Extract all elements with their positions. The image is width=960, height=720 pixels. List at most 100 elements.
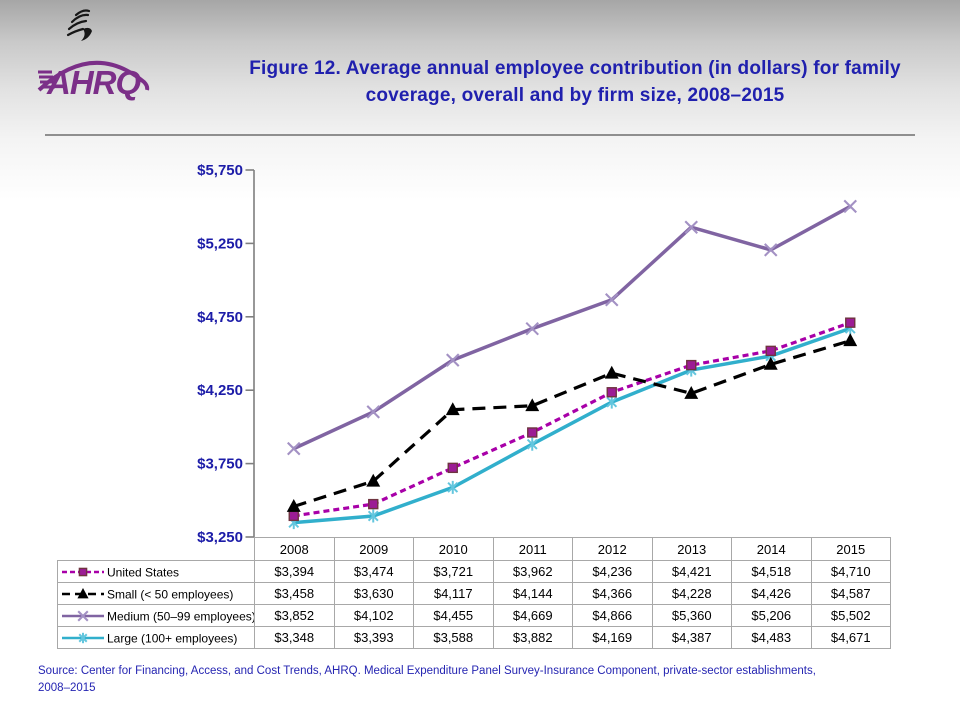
square-marker — [845, 317, 856, 328]
value-cell: $3,348 — [254, 626, 335, 649]
asterisk-marker — [447, 480, 459, 494]
y-tick-label: $5,250 — [197, 235, 243, 252]
legend-cell: Large (100+ employees) — [57, 626, 255, 649]
value-cell: $3,962 — [492, 560, 573, 583]
header-band — [0, 0, 960, 200]
value-cell: $3,393 — [333, 626, 414, 649]
year-header-cell: 2014 — [731, 537, 812, 561]
value-cell: $4,669 — [492, 604, 573, 627]
table-row: Small (< 50 employees) $3,458 $3,630 $4,117… — [57, 582, 891, 605]
series-large-100-employees — [288, 321, 856, 530]
y-axis: $5,750$5,250$4,750$4,250$3,750$3,250 — [197, 162, 255, 546]
legend-key-small-50-employees — [62, 588, 104, 599]
asterisk-marker — [288, 516, 300, 530]
asterisk-marker — [685, 363, 697, 377]
asterisk-marker — [78, 633, 88, 644]
series-medium-50-99-employees — [287, 199, 857, 456]
value-cell: $3,721 — [413, 560, 494, 583]
value-cell: $4,117 — [413, 582, 494, 605]
value-cell: $4,236 — [572, 560, 653, 583]
year-header-cell: 2013 — [651, 537, 732, 561]
table-row: United States $3,394 $3,474 $3,721 $3,962 $4,… — [57, 560, 891, 583]
value-cell: $3,882 — [492, 626, 573, 649]
value-cell: $4,671 — [810, 626, 891, 649]
triangle-marker — [286, 499, 301, 512]
triangle-marker — [684, 385, 699, 399]
square-marker — [288, 510, 299, 522]
value-cell: $4,366 — [572, 582, 653, 605]
header-divider — [45, 134, 915, 136]
figure-title: Figure 12. Average annual employee contr… — [249, 58, 901, 106]
square-marker — [368, 498, 379, 510]
square-marker — [686, 359, 697, 371]
x-marker — [605, 293, 619, 307]
square-marker — [527, 427, 538, 438]
x-marker — [366, 405, 380, 419]
triangle-marker — [604, 365, 619, 379]
year-header-cell: 2008 — [254, 537, 335, 561]
value-cell: $4,518 — [731, 560, 812, 583]
value-cell: $4,144 — [492, 582, 573, 605]
triangle-marker — [445, 402, 460, 416]
value-cell: $3,458 — [254, 582, 335, 605]
square-marker — [78, 567, 88, 577]
legend-cell: Small (< 50 employees) — [57, 582, 255, 605]
value-cell: $3,394 — [254, 560, 335, 583]
legend-cell: Medium (50–99 employees) — [57, 604, 255, 627]
triangle-marker — [763, 356, 778, 370]
year-header-cell: 2015 — [810, 537, 891, 561]
year-header-cell: 2010 — [413, 537, 494, 561]
triangle-marker — [366, 473, 381, 487]
legend-label: Small (< 50 employees) — [107, 587, 234, 602]
table-corner — [57, 537, 255, 561]
asterisk-marker — [367, 509, 379, 523]
x-marker — [446, 353, 460, 367]
value-cell: $3,474 — [333, 560, 414, 583]
x-marker — [843, 199, 857, 214]
x-marker — [287, 441, 301, 456]
value-cell: $4,710 — [810, 560, 891, 583]
legend-label: Medium (50–99 employees) — [107, 609, 255, 624]
data-table: 2008 2009 2010 2011 2012 2013 2014 2015 United S… — [57, 537, 891, 649]
square-marker — [447, 462, 458, 474]
x-marker — [77, 610, 89, 622]
table-row: Large (100+ employees) $3,348 $3,393 $3,588… — [57, 626, 891, 649]
value-cell: $4,587 — [810, 582, 891, 605]
square-marker — [765, 345, 776, 357]
year-header-cell: 2011 — [492, 537, 573, 561]
x-marker — [764, 243, 778, 257]
legend-label: Large (100+ employees) — [107, 631, 238, 646]
hhs-eagle-icon — [66, 9, 92, 41]
value-cell: $4,426 — [731, 582, 812, 605]
triangle-marker — [525, 398, 540, 412]
asterisk-marker — [844, 321, 856, 335]
asterisk-marker — [526, 437, 538, 451]
year-header-cell: 2012 — [572, 537, 653, 561]
value-cell: $3,852 — [254, 604, 335, 627]
series-small-50-employees — [286, 333, 858, 512]
value-cell: $4,228 — [651, 582, 732, 605]
x-marker — [684, 220, 698, 234]
series-united-states — [288, 317, 856, 522]
value-cell: $4,102 — [333, 604, 414, 627]
x-marker — [525, 321, 539, 336]
asterisk-marker — [606, 395, 618, 409]
y-tick-label: $4,250 — [197, 382, 243, 399]
value-cell: $5,360 — [651, 604, 732, 627]
asterisk-marker — [765, 349, 777, 363]
value-cell: $4,387 — [651, 626, 732, 649]
legend-cell: United States — [57, 560, 255, 583]
legend-key-united-states — [62, 567, 104, 577]
y-tick-label: $4,750 — [197, 309, 243, 326]
value-cell: $4,421 — [651, 560, 732, 583]
value-cell: $4,169 — [572, 626, 653, 649]
legend-label: United States — [107, 565, 180, 580]
year-header-row: 2008 2009 2010 2011 2012 2013 2014 2015 — [57, 537, 891, 561]
y-tick-label: $3,750 — [197, 456, 243, 473]
value-cell: $4,866 — [572, 604, 653, 627]
year-header-cell: 2009 — [333, 537, 414, 561]
value-cell: $5,206 — [731, 604, 812, 627]
value-cell: $3,630 — [333, 582, 414, 605]
ahrq-logo: AHRQ — [37, 60, 150, 101]
value-cell: $4,455 — [413, 604, 494, 627]
